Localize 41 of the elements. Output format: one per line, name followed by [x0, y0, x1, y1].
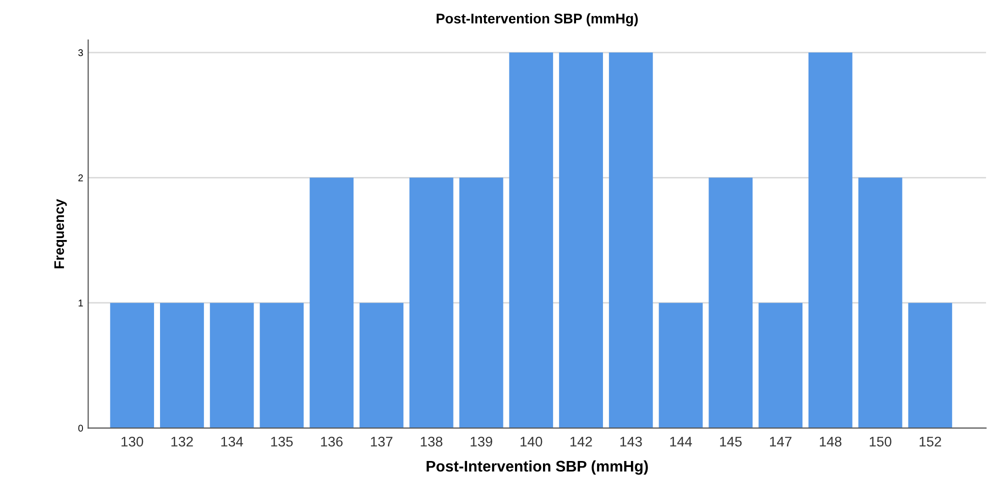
x-tick-label: 137 [370, 436, 392, 447]
bar [360, 302, 404, 428]
bar [459, 178, 504, 428]
x-tick-label: 138 [420, 436, 442, 447]
y-tick-label: 3 [78, 49, 83, 56]
x-tick-label: 143 [620, 436, 642, 447]
bar [758, 302, 802, 428]
x-tick-label: 135 [271, 436, 293, 447]
y-axis-title: Frequency [54, 198, 67, 268]
bar [210, 302, 254, 428]
chart-title: Post-Intervention SBP (mmHg) [436, 13, 638, 26]
bar [908, 302, 952, 428]
x-tick-label: 139 [470, 436, 492, 447]
y-tick-label: 1 [78, 300, 83, 306]
bar [559, 52, 603, 428]
y-tick-label: 2 [78, 174, 83, 182]
x-tick-label: 144 [670, 436, 692, 446]
x-tick-label: 147 [770, 436, 792, 446]
y-tick-label: 0 [78, 424, 83, 432]
bar [509, 52, 554, 428]
bar [808, 52, 852, 428]
x-tick-label: 145 [720, 436, 742, 447]
bar [658, 302, 703, 428]
bar [260, 302, 304, 428]
x-tick-label: 132 [171, 436, 193, 447]
x-tick-label: 150 [870, 436, 892, 447]
x-tick-label: 134 [221, 436, 244, 447]
x-tick-label: 148 [820, 436, 842, 447]
x-tick-label: 140 [520, 436, 542, 447]
bar [858, 178, 902, 428]
bar [409, 178, 454, 428]
bar [110, 302, 154, 428]
bar [310, 178, 354, 428]
x-tick-label: 136 [321, 436, 343, 447]
x-tick-label: 142 [570, 436, 592, 446]
bar [708, 178, 753, 428]
x-tick-label: 130 [122, 436, 144, 447]
bar [608, 52, 653, 428]
x-axis-title: Post-Intervention SBP (mmHg) [426, 460, 648, 475]
bar [160, 302, 204, 428]
x-tick-label: 152 [920, 436, 942, 447]
